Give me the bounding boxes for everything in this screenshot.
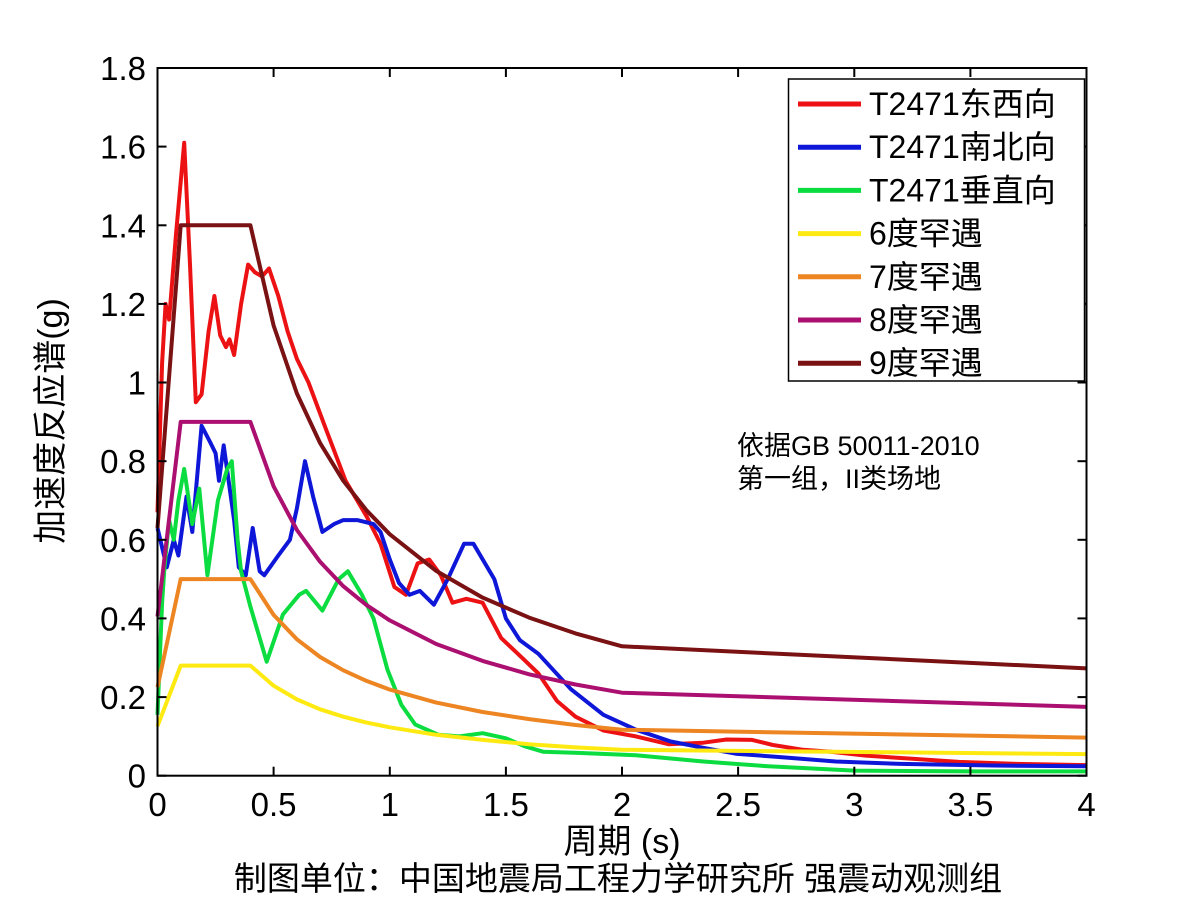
x-tick-labels: 0 0.5 1 1.5 2 2.5 3 3.5 4 — [148, 786, 1095, 823]
legend-label-6: 9度罕遇 — [869, 345, 983, 381]
series-line-6 — [155, 223, 1087, 671]
legend-label-5: 8度罕遇 — [869, 302, 983, 338]
caption: 制图单位：中国地震局工程力学研究所 强震动观测组 — [234, 860, 1002, 897]
x-tick-label: 1.5 — [483, 786, 529, 823]
y-tick-label: 0.2 — [100, 679, 146, 716]
x-tick-label: 0 — [148, 786, 166, 823]
y-tick-label: 0.6 — [100, 522, 146, 559]
data-series-group — [155, 140, 1087, 774]
y-tick-label: 1.8 — [100, 50, 146, 87]
legend: T2471东西向 T2471南北向 T2471垂直向 6度罕遇 7度罕遇 8度罕遇 9度罕遇 — [787, 78, 1086, 382]
legend-box — [787, 78, 1086, 382]
y-axis-label: 加速度反应谱(g) — [32, 298, 70, 544]
y-tick-label: 1 — [128, 365, 146, 402]
legend-label-4: 7度罕遇 — [869, 259, 983, 295]
x-tick-label: 3 — [845, 786, 863, 823]
x-tick-label: 1 — [381, 786, 399, 823]
x-axis-label: 周期 (s) — [563, 823, 680, 861]
legend-label-2: T2471垂直向 — [869, 172, 1056, 208]
x-tick-label: 2 — [613, 786, 631, 823]
legend-label-1: T2471南北向 — [869, 129, 1056, 165]
x-tick-label: 4 — [1077, 786, 1095, 823]
y-tick-label: 0.8 — [100, 443, 146, 480]
x-tick-label: 0.5 — [251, 786, 297, 823]
series-line-2 — [155, 459, 1087, 774]
y-tick-label: 0.4 — [100, 600, 146, 637]
series-line-4 — [155, 577, 1087, 740]
x-tick-label: 2.5 — [715, 786, 761, 823]
y-tick-labels: 0 0.2 0.4 0.6 0.8 1 1.2 1.4 1.6 1.8 — [100, 50, 146, 795]
y-tick-label: 1.6 — [100, 129, 146, 166]
y-tick-label: 1.4 — [100, 207, 146, 244]
series-line-5 — [155, 419, 1087, 709]
y-tick-label: 1.2 — [100, 286, 146, 323]
series-line-1 — [155, 423, 1087, 769]
series-line-3 — [155, 663, 1087, 757]
y-tick-label: 0 — [128, 758, 146, 795]
annotation-line-2: 第一组，II类场地 — [737, 464, 941, 494]
annotation-line-1: 依据GB 50011-2010 — [737, 431, 980, 461]
x-tick-label: 3.5 — [947, 786, 993, 823]
legend-label-0: T2471东西向 — [869, 86, 1056, 122]
legend-label-3: 6度罕遇 — [869, 216, 983, 252]
series-line-0 — [155, 140, 1087, 768]
